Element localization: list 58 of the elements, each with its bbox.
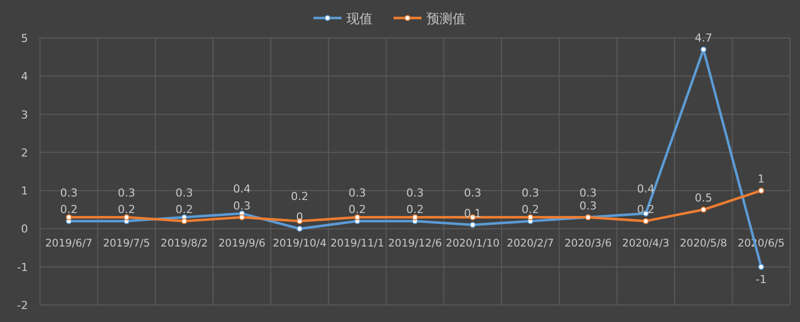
y-tick-label: 5 — [21, 32, 28, 45]
x-tick-label: 2019/7/5 — [102, 238, 150, 250]
point — [238, 214, 245, 220]
x-tick-label: 2020/4/3 — [622, 238, 670, 250]
data-label: 0.3 — [233, 199, 251, 212]
point — [66, 214, 72, 220]
point — [296, 226, 303, 232]
data-label: 4.7 — [694, 31, 712, 44]
point — [124, 214, 130, 220]
point — [700, 206, 706, 213]
data-label: 0.2 — [175, 203, 193, 216]
data-label: 1 — [758, 172, 765, 186]
y-tick-label: 1 — [21, 184, 28, 198]
data-label: 0.4 — [233, 182, 251, 196]
y-tick-label: -2 — [17, 299, 28, 312]
x-tick-label: 2019/10/4 — [272, 238, 327, 250]
point — [412, 214, 418, 220]
point — [470, 222, 476, 228]
x-tick-label: 2020/5/8 — [680, 238, 728, 250]
y-tick-label: 4 — [21, 70, 28, 84]
data-label: 0.3 — [60, 186, 78, 200]
x-tick-label: 2019/8/2 — [160, 238, 208, 250]
data-label: 0.3 — [579, 186, 597, 200]
point — [527, 214, 534, 220]
point — [181, 218, 188, 224]
point — [700, 46, 706, 52]
point — [354, 214, 360, 220]
data-label: 0.2 — [522, 203, 540, 216]
legend-label: 预测值 — [426, 12, 466, 27]
y-tick-label: 2 — [21, 146, 28, 160]
y-tick-label: 0 — [21, 222, 28, 236]
point — [758, 188, 764, 194]
data-label: 0.2 — [118, 203, 136, 216]
x-tick-label: 2020/1/10 — [446, 238, 500, 250]
data-label: 0.3 — [464, 186, 482, 200]
y-tick-label: -1 — [17, 260, 28, 274]
data-label: 0.3 — [118, 186, 136, 200]
data-label: 0.5 — [694, 192, 712, 205]
x-tick-label: 2020/3/6 — [564, 238, 612, 250]
data-label: 0.2 — [348, 203, 366, 216]
point — [758, 264, 764, 270]
data-label: 0.3 — [406, 186, 424, 200]
data-label: 0.3 — [522, 186, 540, 200]
data-label: 0.2 — [290, 190, 308, 204]
data-label: -1 — [756, 272, 767, 286]
data-label: 0.3 — [348, 186, 366, 200]
x-tick-label: 2019/12/6 — [388, 238, 442, 250]
x-tick-label: 2019/6/7 — [45, 238, 92, 250]
x-tick-label: 2020/2/7 — [506, 238, 554, 250]
data-label: 0.2 — [406, 203, 424, 216]
point — [642, 218, 649, 224]
data-label: 0.2 — [60, 203, 78, 216]
x-tick-label: 2019/11/1 — [330, 238, 384, 250]
legend-label: 现值 — [346, 12, 372, 27]
data-label: 0.3 — [175, 186, 193, 200]
x-tick-label: 2019/9/6 — [218, 238, 266, 250]
data-label: 0.3 — [579, 199, 597, 212]
y-tick-label: 3 — [21, 108, 28, 122]
